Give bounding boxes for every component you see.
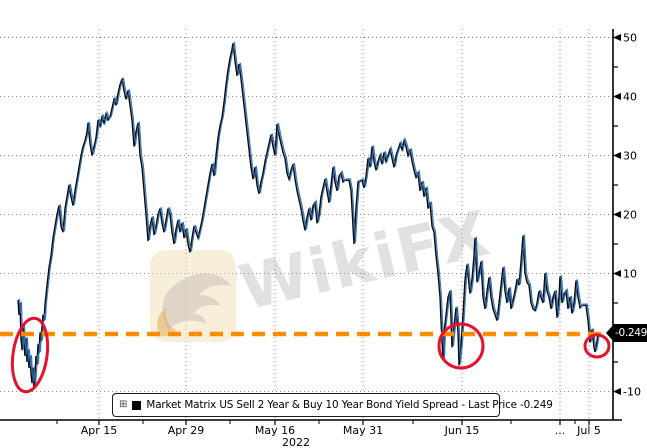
x-tick-label: Apr 15 [81,424,118,437]
y-tick-label: -10 [623,386,641,399]
x-axis-year-label: 2022 [282,436,310,448]
legend-box[interactable]: ⊞ Market Matrix US Sell 2 Year & Buy 10 … [112,393,553,417]
price-series [17,42,601,389]
eagle-wing-icon [157,308,176,337]
y-tick-label: 40 [623,91,637,104]
y-tick-arrow-icon [613,93,621,100]
y-tick-label: 50 [623,32,637,45]
gridlines [0,29,613,433]
x-tick-label: May 31 [343,424,383,437]
highlight-circles [10,316,611,394]
watermark-text: WikiFX [233,196,497,324]
y-tick-label: 30 [623,150,637,163]
axes: 50 40 30 20 10 -10 Apr 15 Apr 29 May 16 May 31 Jun… [0,29,641,448]
price-line-blue [18,42,600,388]
highlight-circle [583,333,611,359]
y-tick-label: 20 [623,209,637,222]
y-tick-arrow-icon [613,270,621,277]
x-tick-label: May 16 [255,424,295,437]
highlight-circle [10,316,50,394]
series-swatch-icon [132,400,142,410]
y-tick-arrow-icon [613,388,621,395]
y-tick-arrow-icon [613,152,621,159]
y-tick-arrow-icon [613,211,621,218]
x-tick-label: ... [555,424,566,437]
x-tick-label: Jun 15 [444,424,480,437]
x-tick-label: Jul 5 [576,424,601,437]
x-tick-label: Apr 29 [168,424,205,437]
eagle-icon [162,273,232,330]
wikifx-logo-icon [150,250,236,342]
y-tick-arrow-icon [613,34,621,41]
price-line [17,43,599,389]
expand-icon[interactable]: ⊞ [119,399,128,410]
highlight-circle [437,322,485,370]
legend-label: Market Matrix US Sell 2 Year & Buy 10 Ye… [146,399,553,411]
last-price-value: -0.249 [614,324,647,342]
y-tick-label: 10 [623,268,637,281]
badge-arrow-icon [606,324,614,342]
last-price-badge: -0.249 [606,324,647,342]
